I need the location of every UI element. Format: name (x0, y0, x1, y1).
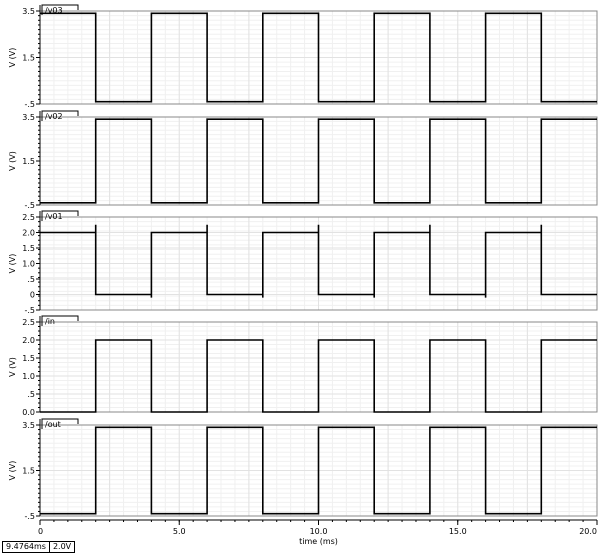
y-tick-label: .5 (27, 390, 35, 399)
signal-trace (40, 12, 597, 103)
legend-tab (41, 315, 79, 326)
y-tick-label: 1.0 (22, 260, 35, 269)
y-tick-label: 1.5 (22, 354, 35, 363)
x-tick-label: 15.0 (449, 527, 467, 536)
x-axis-label: time (ms) (299, 537, 338, 546)
signal-name: /v03 (45, 6, 63, 15)
x-tick-label: 0 (38, 527, 43, 536)
x-tick-label: 5.0 (173, 527, 186, 536)
legend-tab (41, 418, 79, 429)
x-tick-label: 10.0 (310, 527, 328, 536)
signal-trace (40, 224, 597, 298)
y-tick-label: 2.0 (22, 336, 35, 345)
cursor-readout[interactable]: 9.4764ms 2.0V (2, 541, 76, 553)
y-tick-label: -.5 (24, 100, 35, 109)
y-axis-label: V (V) (8, 48, 17, 68)
y-tick-label: -.5 (24, 306, 35, 315)
cursor-value-readout: 2.0V (49, 541, 76, 553)
panel-v01: -.5 0 .5 1.0 1.5 2.0 2.5 V (V) /v01 (8, 210, 598, 315)
panel-v02: -.5 1.5 3.5 V (V) /v02 (8, 110, 598, 210)
waveform-panels: -.51.53.5V (V)/v03-.51.53.5V (V)/v02-.50… (8, 4, 598, 521)
panel-out: -.5 1.5 3.5 V (V) /out (8, 418, 598, 521)
y-tick-label: -.5 (24, 201, 35, 210)
y-tick-label: 2.0 (22, 229, 35, 238)
y-tick-label: 2.5 (22, 213, 35, 222)
x-tick-label: 20.0 (579, 527, 597, 536)
y-tick-label: 3.5 (22, 7, 35, 16)
y-tick-label: 3.5 (22, 113, 35, 122)
y-axis-label: V (V) (8, 461, 17, 481)
signal-trace (40, 339, 597, 413)
signal-trace (40, 118, 597, 204)
y-tick-label: .5 (27, 275, 35, 284)
signal-name: /in (45, 317, 55, 326)
y-tick-label: 1.0 (22, 372, 35, 381)
y-tick-label: 2.5 (22, 318, 35, 327)
legend-tab (41, 110, 79, 121)
y-tick-label: -.5 (24, 512, 35, 521)
signal-trace (40, 426, 597, 515)
signal-name: /out (45, 420, 61, 429)
signal-name: /v02 (45, 112, 63, 121)
y-tick-label: 0 (30, 291, 35, 300)
y-tick-label: 1.5 (22, 244, 35, 253)
legend-tab (41, 210, 79, 221)
cursor-time-readout: 9.4764ms (2, 541, 50, 553)
y-axis-label: V (V) (8, 254, 17, 274)
panel-in: 0.0 .5 1.0 1.5 2.0 2.5 V (V) /in (8, 315, 598, 417)
y-tick-label: 1.5 (22, 54, 35, 63)
panel-v03: -.5 1.5 3.5 V (V) /v03 (8, 4, 598, 109)
signal-name: /v01 (45, 212, 63, 221)
y-tick-label: 1.5 (22, 467, 35, 476)
y-tick-label: 1.5 (22, 157, 35, 166)
y-axis-label: V (V) (8, 357, 17, 377)
time-axis: 0 5.0 10.0 15.0 20.0 (38, 519, 598, 536)
y-tick-label: 3.5 (22, 421, 35, 430)
y-tick-label: 0.0 (22, 408, 35, 417)
y-axis-label: V (V) (8, 151, 17, 171)
legend-tab (41, 4, 79, 15)
